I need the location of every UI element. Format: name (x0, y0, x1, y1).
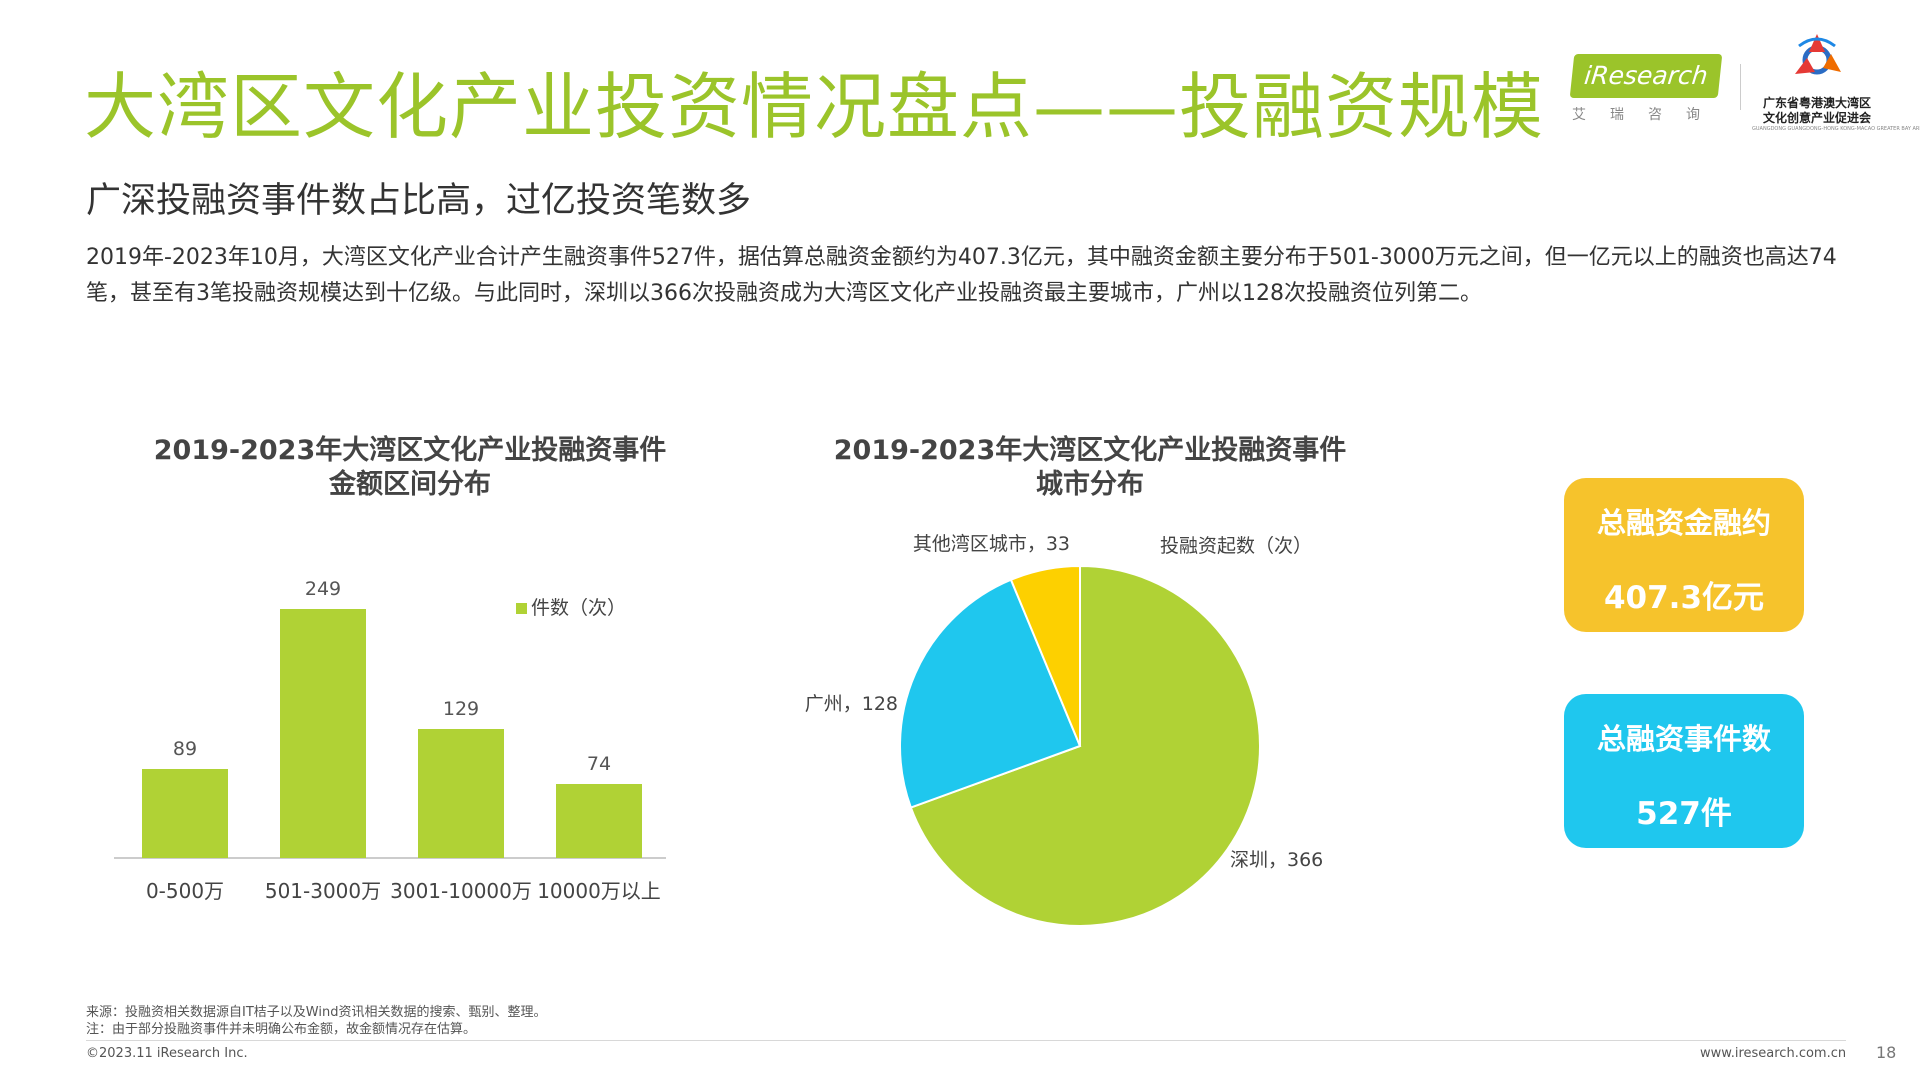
bar-3 (556, 784, 642, 858)
bar-0 (142, 769, 228, 858)
pie-chart-title-line2: 城市分布 (1036, 469, 1144, 500)
iresearch-logo-subtext: 艾瑞咨询 (1572, 107, 1724, 123)
total-count-card: 总融资事件数 527件 (1564, 694, 1804, 848)
total-count-label: 总融资事件数 (1596, 722, 1771, 756)
association-logo: 广东省粤港澳大湾区 文化创意产业促进会 GUANGDONG GUANGDONG-… (1752, 28, 1920, 132)
footer-divider (86, 1040, 1846, 1041)
page-number: 18 (1876, 1043, 1897, 1062)
pie-unit-note: 投融资起数（次） (1160, 535, 1312, 557)
website-link[interactable]: www.iresearch.com.cn (1700, 1046, 1847, 1061)
source-note: 来源：投融资相关数据源自IT桔子以及Wind资讯相关数据的搜索、甄别、整理。 注… (86, 1004, 546, 1038)
bar-value-label-2: 129 (443, 698, 479, 720)
summary-paragraph: 2019年-2023年10月，大湾区文化产业合计产生融资事件527件，据估算总融… (86, 245, 1837, 306)
pie-chart-title-line1: 2019-2023年大湾区文化产业投融资事件 (833, 435, 1347, 466)
bar-value-label-0: 89 (173, 738, 197, 760)
total-amount-card: 总融资金融约 407.3亿元 (1564, 478, 1804, 632)
pie-slice-1 (899, 578, 1082, 809)
legend-label: 件数（次） (531, 597, 626, 619)
association-name-english: GUANGDONG GUANGDONG-HONG KONG-MACAO GREA… (1752, 126, 1920, 132)
page-subtitle: 广深投融资事件数占比高，过亿投资笔数多 (86, 181, 752, 221)
pie-slice-0 (909, 564, 1261, 927)
bar-value-label-3: 74 (587, 753, 611, 775)
bar-category-label-2: 3001-10000万 (390, 879, 532, 903)
association-name-line2: 文化创意产业促进会 (1762, 111, 1871, 125)
legend-swatch (516, 603, 527, 614)
association-emblem-icon (1795, 34, 1841, 75)
bar-chart: 89 0-500万 249 501-3000万 129 3001-10000万 74 1000… (114, 578, 666, 903)
association-name-line1: 广东省粤港澳大湾区 (1762, 96, 1871, 110)
bar-chart-title-line2: 金额区间分布 (329, 469, 491, 500)
bar-2 (418, 729, 504, 858)
pie-label-1: 广州，128 (805, 693, 898, 715)
bar-chart-title: 2019-2023年大湾区文化产业投融资事件 金额区间分布 (110, 434, 710, 502)
page-title: 大湾区文化产业投资情况盘点——投融资规模 (84, 65, 1545, 149)
total-amount-value: 407.3亿元 (1603, 580, 1765, 616)
bar-value-label-1: 249 (305, 578, 341, 600)
disclaimer-text: 注：由于部分投融资事件并未明确公布金额，故金额情况存在估算。 (86, 1022, 477, 1037)
pie-slice-2 (1009, 564, 1081, 747)
total-count-value: 527件 (1636, 796, 1732, 832)
pie-chart: 深圳，366 广州，128 其他湾区城市，33 投融资起数（次） (805, 533, 1323, 927)
copyright: ©2023.11 iResearch Inc. (86, 1046, 248, 1061)
bar-category-label-3: 10000万以上 (537, 879, 661, 903)
source-text: 来源：投融资相关数据源自IT桔子以及Wind资讯相关数据的搜索、甄别、整理。 (86, 1005, 547, 1020)
bar-category-label-1: 501-3000万 (265, 879, 381, 903)
bar-category-label-0: 0-500万 (146, 879, 224, 903)
total-amount-label: 总融资金融约 (1596, 506, 1771, 540)
iresearch-logo-text: iResearch (1569, 54, 1723, 98)
logo-divider (1740, 64, 1741, 110)
bar-chart-title-line1: 2019-2023年大湾区文化产业投融资事件 (153, 435, 667, 466)
bar-1 (280, 609, 366, 858)
pie-chart-title: 2019-2023年大湾区文化产业投融资事件 城市分布 (790, 434, 1390, 502)
pie-label-0: 深圳，366 (1230, 849, 1323, 871)
pie-label-2: 其他湾区城市，33 (913, 533, 1070, 555)
iresearch-logo: iResearch 艾瑞咨询 (1569, 54, 1736, 124)
